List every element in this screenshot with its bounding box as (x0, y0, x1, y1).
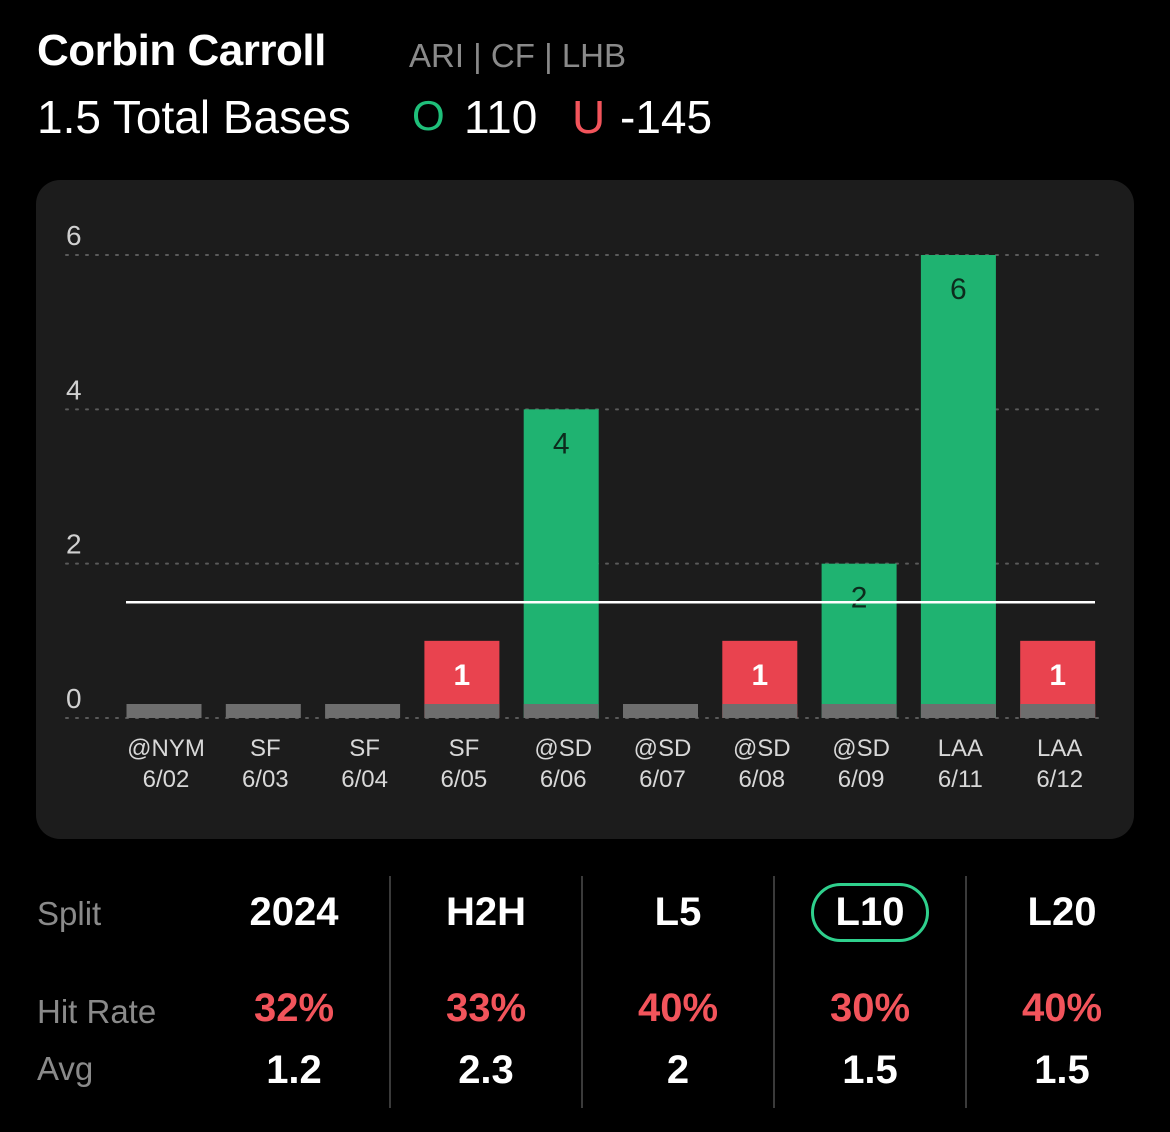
bar-chart: 0 2 4 6 @NYM 6/02 SF 6/03 SF 6/04 1 SF 6/05 4 @SD 6/06 @… (65, 220, 1101, 793)
column-divider (389, 876, 391, 1108)
bar-value-label: 2 (851, 582, 868, 615)
x-tick-label-opponent: @SD (832, 735, 890, 762)
player-meta: ARI | CF | LHB (409, 37, 627, 74)
bar-base (424, 704, 500, 718)
x-tick-label-opponent: LAA (938, 735, 983, 762)
bar-base (920, 704, 996, 718)
y-tick-label: 2 (66, 529, 82, 560)
bar-value-label: 1 (751, 659, 768, 692)
x-tick-label-date: 6/04 (341, 766, 388, 793)
under-u-icon: U (572, 91, 606, 143)
x-tick-label-date: 6/02 (143, 766, 190, 793)
under-odds[interactable]: -145 (620, 91, 713, 143)
avg-row-label: Avg (37, 1050, 94, 1087)
x-tick-label-date: 6/08 (738, 766, 785, 793)
bar (920, 255, 996, 718)
x-tick-label-date: 6/05 (441, 766, 488, 793)
x-tick-label-opponent: @SD (534, 735, 592, 762)
bar-value-label: 4 (553, 427, 570, 460)
avg-value: 2 (666, 1048, 690, 1092)
x-tick-label-date: 6/03 (242, 766, 289, 793)
hit-rate-value: 40% (637, 986, 719, 1030)
hit-rate-value: 30% (829, 986, 911, 1030)
avg-value: 1.2 (266, 1048, 322, 1092)
bar-value-label: 1 (1049, 659, 1066, 692)
x-tick-label-opponent: SF (349, 735, 380, 762)
column-divider (965, 876, 967, 1108)
over-circle-icon: O (412, 92, 445, 139)
split-column-2024[interactable]: 2024 32% 1.2 (198, 860, 390, 1120)
x-tick-label-opponent: LAA (1037, 735, 1082, 762)
bar-base (722, 704, 798, 718)
hit-rate-value: 40% (1021, 986, 1103, 1030)
bar-base (225, 704, 301, 718)
y-tick-label: 4 (66, 374, 82, 405)
bar-base (623, 704, 698, 718)
split-column-l5[interactable]: L5 40% 2 (582, 860, 774, 1120)
hit-rate-value: 32% (253, 986, 335, 1030)
bar-base (523, 704, 599, 718)
split-tab-active: L10 (774, 883, 966, 942)
x-tick-label-opponent: SF (449, 735, 480, 762)
splits-table: Split Hit Rate Avg 2024 32% 1.2 H2H 33% … (0, 860, 1170, 1120)
x-tick-label-opponent: @SD (733, 735, 791, 762)
x-tick-label-date: 6/06 (540, 766, 587, 793)
column-divider (773, 876, 775, 1108)
avg-value: 1.5 (842, 1048, 898, 1092)
bar-base (821, 704, 897, 718)
over-odds[interactable]: 110 (464, 91, 538, 143)
bar-value-label: 6 (950, 273, 967, 306)
column-divider (581, 876, 583, 1108)
avg-value: 2.3 (458, 1048, 514, 1092)
x-tick-label-date: 6/07 (639, 766, 686, 793)
y-tick-label: 6 (66, 220, 82, 251)
bar-base (126, 704, 202, 718)
avg-value: 1.5 (1034, 1048, 1090, 1092)
x-tick-label-opponent: @SD (634, 735, 692, 762)
chart-panel: 0 2 4 6 @NYM 6/02 SF 6/03 SF 6/04 1 SF 6/05 4 @SD 6/06 @… (36, 180, 1134, 839)
x-tick-label-date: 6/12 (1036, 766, 1083, 793)
x-tick-label-opponent: @NYM (127, 735, 205, 762)
bar-value-label: 1 (454, 659, 471, 692)
bar (523, 409, 599, 718)
split-column-h2h[interactable]: H2H 33% 2.3 (390, 860, 582, 1120)
split-tab: 2024 (249, 890, 339, 934)
bar-base (325, 704, 401, 718)
player-name: Corbin Carroll (37, 26, 326, 75)
split-column-l20[interactable]: L20 40% 1.5 (966, 860, 1158, 1120)
split-row-label: Split (37, 895, 102, 932)
hit-rate-value: 33% (445, 986, 527, 1030)
split-tab: L5 (654, 890, 702, 934)
x-tick-label-opponent: SF (250, 735, 281, 762)
x-tick-label-date: 6/09 (838, 766, 885, 793)
prop-label: 1.5 Total Bases (37, 91, 351, 143)
y-tick-label: 0 (66, 683, 82, 714)
split-tab: L20 (1027, 890, 1097, 934)
split-tab: H2H (445, 890, 527, 934)
bar-base (1020, 704, 1096, 718)
x-tick-label-date: 6/11 (938, 766, 983, 793)
bar (821, 563, 897, 718)
hit-rate-row-label: Hit Rate (37, 993, 157, 1030)
split-column-l10[interactable]: L10 30% 1.5 (774, 860, 966, 1120)
